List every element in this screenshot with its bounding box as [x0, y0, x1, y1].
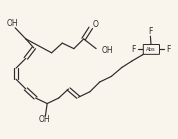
Text: OH: OH: [39, 115, 51, 124]
Text: F: F: [131, 45, 135, 54]
Text: F: F: [148, 28, 153, 36]
Text: F: F: [167, 45, 171, 54]
Text: OH: OH: [7, 19, 19, 28]
Text: Abs: Abs: [146, 47, 156, 52]
FancyBboxPatch shape: [143, 44, 159, 54]
Text: O: O: [93, 20, 99, 29]
Text: OH: OH: [102, 46, 113, 55]
